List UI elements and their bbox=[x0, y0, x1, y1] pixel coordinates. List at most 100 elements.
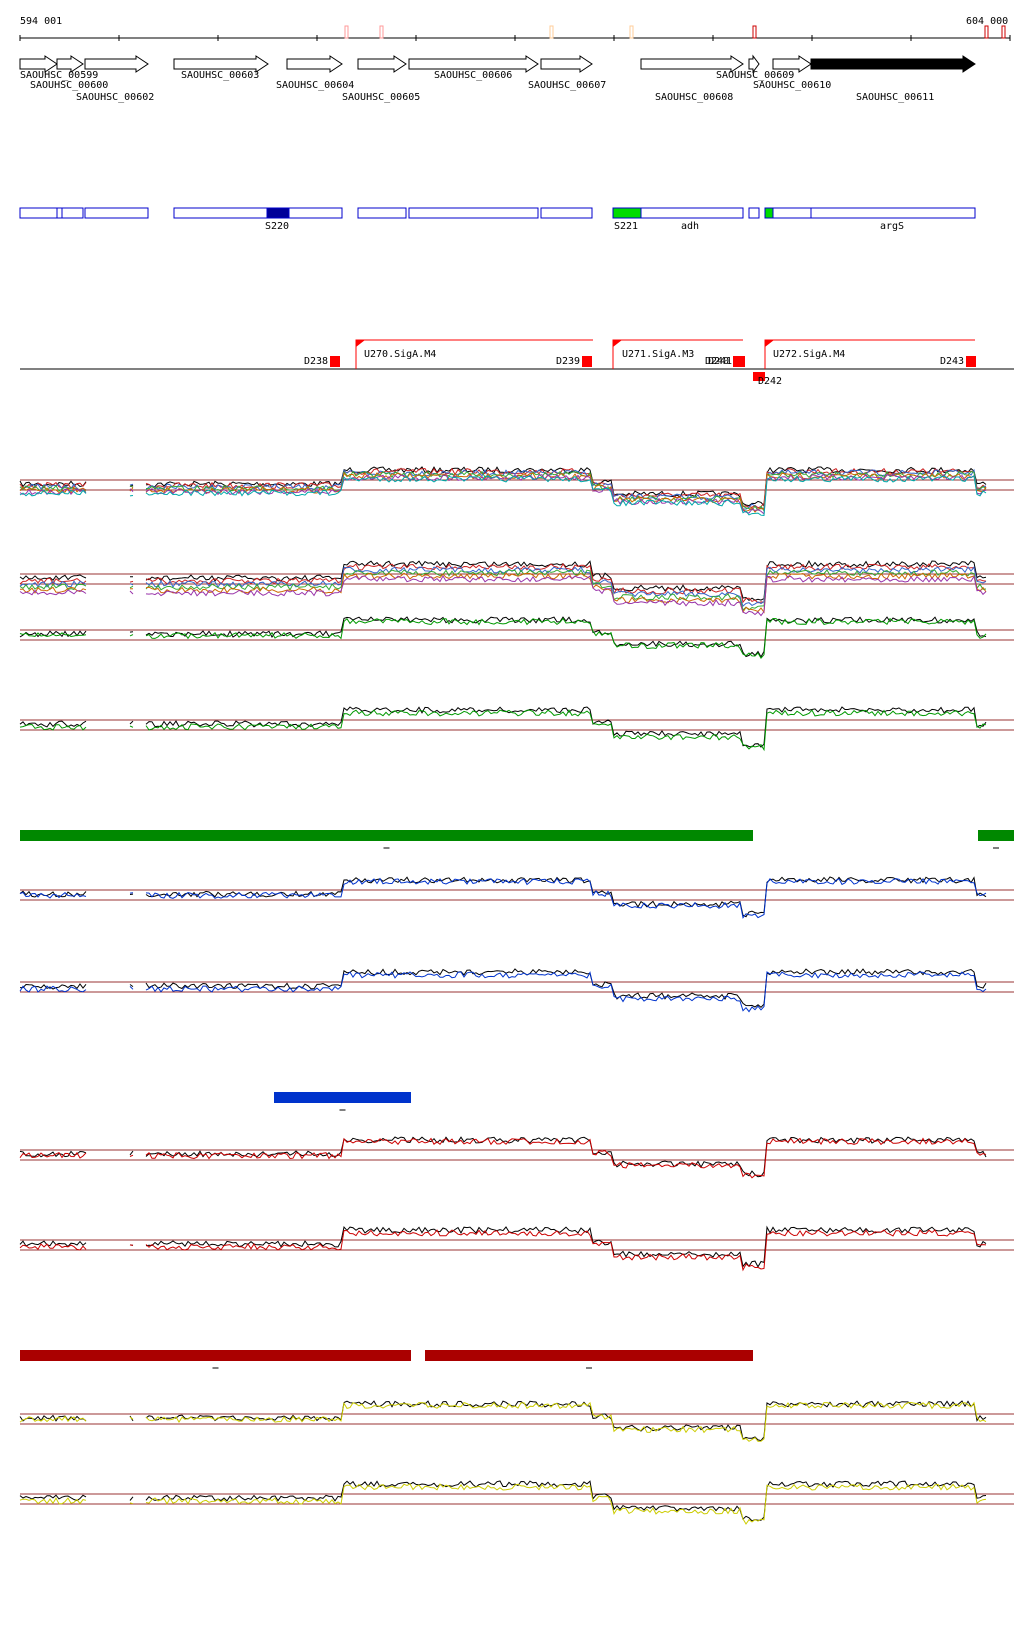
gene-arrow[interactable] bbox=[748, 54, 760, 74]
blue-expression bbox=[19, 876, 1014, 919]
segment-bar[interactable] bbox=[274, 1092, 411, 1103]
signal-line bbox=[145, 1136, 987, 1178]
segment-bar[interactable] bbox=[425, 1350, 753, 1361]
transcript-downstream-2[interactable]: D239 bbox=[556, 356, 592, 367]
signal-line bbox=[19, 723, 87, 731]
signal-line bbox=[129, 488, 134, 492]
signal-line bbox=[145, 475, 987, 517]
gene-label: SAOUHSC_00610 bbox=[753, 80, 831, 91]
signal-line bbox=[129, 485, 134, 488]
signal-line bbox=[145, 971, 987, 1013]
annotation-highlight[interactable] bbox=[612, 207, 642, 219]
gene-label: SAOUHSC_00611 bbox=[856, 92, 934, 103]
transcript-upstream-3[interactable]: U272.SigA.M4 bbox=[764, 339, 975, 369]
signal-line bbox=[145, 617, 987, 659]
signal-line bbox=[145, 1400, 987, 1442]
ruler-marker bbox=[549, 25, 554, 39]
red-expression bbox=[19, 1136, 1014, 1179]
gene-arrow[interactable] bbox=[286, 55, 343, 73]
signal-line bbox=[20, 983, 87, 990]
signal-line bbox=[145, 1137, 987, 1179]
annotation-box[interactable] bbox=[61, 207, 84, 219]
transcript-upstream-label-2: U271.SigA.M3 bbox=[622, 349, 694, 360]
annotation-box[interactable] bbox=[540, 207, 593, 219]
transcript-downstream-5[interactable]: D242 bbox=[753, 372, 782, 387]
segment-bar[interactable] bbox=[20, 1350, 411, 1361]
transcript-downstream-6[interactable]: D243 bbox=[940, 356, 976, 367]
gene-arrow[interactable] bbox=[810, 55, 976, 73]
signal-line bbox=[19, 1415, 87, 1423]
signal-line bbox=[19, 891, 87, 899]
signal-line bbox=[145, 574, 987, 617]
gene-label: SAOUHSC_00608 bbox=[655, 92, 733, 103]
signal-line bbox=[19, 1243, 87, 1251]
ruler-marker bbox=[984, 25, 989, 39]
transcript-upstream-1[interactable]: U270.SigA.M4 bbox=[355, 339, 593, 369]
gene-arrow[interactable] bbox=[540, 55, 593, 73]
annotation-box[interactable] bbox=[748, 207, 760, 219]
signal-line bbox=[19, 489, 87, 497]
gene-arrow[interactable] bbox=[56, 55, 84, 73]
segment-bar[interactable] bbox=[978, 830, 1014, 841]
gene-arrow[interactable] bbox=[772, 55, 812, 73]
transcript-downstream-1[interactable]: D238 bbox=[304, 356, 340, 367]
ruler-end-label: 604 000 bbox=[966, 16, 1008, 27]
yellow-derivative bbox=[19, 1480, 1014, 1525]
signal-line bbox=[19, 720, 87, 728]
transcript-upstream-label-1: U270.SigA.M4 bbox=[364, 349, 436, 360]
coordinate-ruler: 594 001 604 000 bbox=[19, 16, 1011, 41]
signal-line bbox=[145, 877, 987, 919]
overlay-track bbox=[19, 466, 1014, 517]
gene-label: SAOUHSC_00607 bbox=[528, 80, 606, 91]
signal-line bbox=[145, 572, 987, 614]
signal-line bbox=[145, 968, 987, 1008]
gene-label: SAOUHSC_00603 bbox=[181, 70, 259, 81]
signal-line bbox=[145, 706, 987, 748]
signal-line bbox=[19, 1240, 87, 1248]
signal-line bbox=[129, 634, 134, 637]
gene-arrow[interactable] bbox=[408, 55, 539, 73]
annotation-label: adh bbox=[681, 221, 699, 232]
annotation-highlight[interactable] bbox=[266, 207, 290, 219]
transcript-downstream-label-6: D243 bbox=[940, 356, 964, 367]
signal-line bbox=[19, 1497, 87, 1505]
gene-arrow[interactable] bbox=[173, 55, 269, 73]
annotation-box[interactable] bbox=[357, 207, 407, 219]
annotation-box[interactable] bbox=[84, 207, 149, 219]
segment-bar[interactable] bbox=[20, 830, 753, 841]
transcript-downstream-label-2: D239 bbox=[556, 356, 580, 367]
signal-line bbox=[145, 1480, 987, 1522]
signal-line bbox=[145, 563, 987, 604]
signal-line bbox=[129, 986, 134, 990]
signal-line bbox=[145, 709, 987, 752]
gene-arrow[interactable] bbox=[19, 55, 58, 73]
gene-arrow[interactable] bbox=[84, 55, 149, 73]
annotation-label: S221 bbox=[614, 221, 638, 232]
signal-tracks bbox=[19, 466, 1014, 1525]
segment-bars bbox=[20, 830, 1014, 1369]
signal-line bbox=[129, 1496, 134, 1501]
annotation-highlight[interactable] bbox=[764, 207, 774, 219]
signal-line bbox=[19, 583, 87, 591]
annotation-box[interactable] bbox=[19, 207, 58, 219]
annotation-box[interactable] bbox=[173, 207, 343, 219]
annotation-box[interactable] bbox=[810, 207, 976, 219]
annotation-box[interactable] bbox=[408, 207, 539, 219]
signal-line bbox=[145, 568, 987, 611]
gene-arrow[interactable] bbox=[357, 55, 407, 73]
signal-line bbox=[129, 984, 134, 988]
gene-label: SAOUHSC_00605 bbox=[342, 92, 420, 103]
transcript-downstream-label-1: D238 bbox=[304, 356, 328, 367]
ruler-ticks bbox=[19, 25, 1011, 41]
signal-line bbox=[19, 483, 87, 491]
gene-arrow[interactable] bbox=[640, 55, 744, 73]
transcript-downstream-3[interactable]: D240 D241 bbox=[705, 356, 745, 367]
transcript-upstream-2[interactable]: U271.SigA.M3 bbox=[612, 339, 743, 369]
ruler-marker bbox=[752, 25, 757, 39]
signal-line bbox=[145, 1229, 987, 1272]
signal-line bbox=[145, 468, 987, 511]
ruler-start-label: 594 001 bbox=[20, 16, 62, 27]
annotation-box[interactable] bbox=[56, 207, 63, 219]
gene-label: SAOUHSC_00602 bbox=[76, 92, 154, 103]
signal-line bbox=[129, 725, 134, 728]
